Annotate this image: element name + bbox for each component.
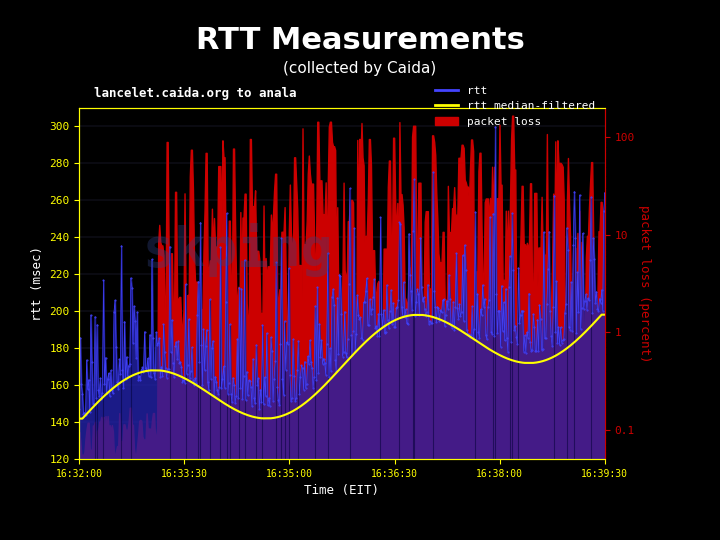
Text: (collected by Caida): (collected by Caida) (284, 61, 436, 76)
Text: skping: skping (143, 223, 333, 277)
Text: RTT Measurements: RTT Measurements (196, 25, 524, 55)
Y-axis label: packet loss (percent): packet loss (percent) (639, 205, 652, 362)
Text: lancelet.caida.org to anala: lancelet.caida.org to anala (94, 87, 296, 100)
Legend: rtt, rtt median-filtered, packet loss: rtt, rtt median-filtered, packet loss (431, 81, 599, 131)
Y-axis label: rtt (msec): rtt (msec) (31, 246, 44, 321)
X-axis label: Time (EIT): Time (EIT) (305, 484, 379, 497)
